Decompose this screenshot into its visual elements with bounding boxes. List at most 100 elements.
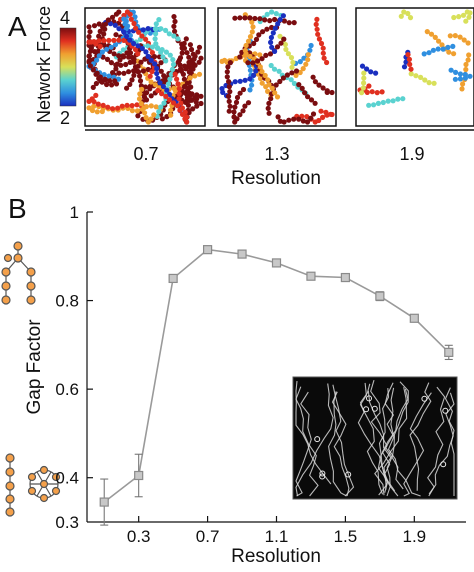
network-node — [91, 103, 97, 109]
network-node — [359, 90, 365, 96]
network-node — [98, 78, 104, 84]
network-node — [164, 87, 170, 93]
network-node — [259, 56, 265, 62]
network-node — [153, 21, 159, 27]
network-node — [224, 74, 230, 80]
network-node — [219, 86, 225, 92]
network-node — [314, 16, 320, 22]
network-node — [86, 53, 92, 59]
network-node — [303, 61, 309, 67]
network-node — [135, 51, 141, 57]
network-node — [192, 94, 198, 101]
network-node — [237, 15, 243, 21]
network-node — [169, 66, 176, 72]
network-node — [110, 106, 116, 112]
panel-a-xtick-1.3: 1.3 — [264, 144, 289, 164]
network-node — [115, 76, 122, 82]
network-node — [128, 16, 134, 22]
inset-filament — [374, 387, 408, 496]
network-node — [137, 73, 143, 79]
network-node — [159, 116, 165, 122]
network-node — [153, 41, 159, 47]
network-node — [143, 97, 150, 103]
network-node — [116, 9, 122, 15]
network-node — [263, 52, 269, 59]
network-node — [176, 86, 182, 92]
network-node — [172, 71, 178, 77]
inset-filament — [332, 384, 355, 497]
network-node — [445, 44, 451, 51]
network-node — [117, 57, 123, 63]
network-node — [196, 44, 203, 50]
network-node — [178, 67, 184, 73]
network-node — [121, 37, 127, 44]
network-node — [324, 112, 330, 118]
inset-particle — [421, 395, 428, 402]
inset-particle — [345, 471, 352, 478]
network-node — [102, 76, 108, 82]
network-node — [175, 36, 181, 42]
network-node — [270, 30, 276, 36]
network-node — [227, 103, 233, 109]
data-point — [202, 245, 213, 255]
network-node — [379, 89, 385, 95]
panel-b-axes: 0.4 0.6 0.8 1 0.3 0.3 0.7 1.1 1.5 1.9 Gap Factor… — [24, 203, 466, 567]
network-node — [124, 9, 130, 15]
network-node — [452, 76, 458, 82]
network-node — [232, 119, 238, 125]
network-node — [116, 70, 122, 76]
network-node — [310, 74, 316, 80]
network-node — [460, 81, 466, 87]
network-node — [231, 109, 237, 115]
network-node — [267, 18, 273, 24]
network-node — [151, 54, 158, 60]
inset-particle — [442, 407, 449, 414]
network-node — [147, 73, 153, 79]
network-node — [408, 71, 414, 77]
network-node — [271, 66, 278, 72]
network-node — [101, 72, 107, 78]
network-node — [289, 64, 295, 70]
network-node — [131, 59, 137, 65]
network-node — [131, 72, 137, 78]
network-node — [281, 119, 287, 125]
network-node — [115, 105, 121, 111]
network-node — [86, 105, 92, 111]
network-node — [105, 104, 111, 110]
network-node — [93, 80, 99, 87]
network-node — [86, 98, 92, 104]
network-node — [96, 33, 102, 39]
network-node — [266, 110, 272, 116]
network-node — [297, 59, 303, 65]
network-node — [320, 45, 326, 51]
network-node — [138, 101, 144, 107]
network-node — [272, 48, 278, 55]
network-node — [272, 90, 278, 96]
subpanel-1 — [84, 7, 206, 127]
network-node — [198, 55, 204, 61]
network-node — [194, 103, 200, 109]
network-node — [133, 25, 139, 31]
network-node — [138, 59, 144, 65]
network-node — [320, 114, 326, 120]
network-node — [422, 77, 428, 83]
network-node — [94, 109, 100, 115]
network-node — [132, 46, 139, 53]
network-node — [329, 111, 335, 118]
network-node — [366, 102, 372, 108]
network-node — [110, 70, 116, 76]
network-node — [186, 61, 192, 67]
network-node — [141, 105, 147, 111]
network-node — [237, 112, 243, 118]
xtick-label: 1.5 — [334, 527, 358, 546]
network-node — [361, 80, 367, 86]
network-node — [96, 21, 102, 27]
network-node — [465, 57, 471, 63]
network-node — [315, 31, 321, 37]
ytick-label: 0.6 — [55, 380, 79, 399]
network-node — [232, 15, 238, 21]
inset-filament — [428, 392, 455, 495]
inset-particle — [371, 405, 378, 412]
network-node — [157, 80, 163, 86]
network-node — [190, 106, 196, 112]
